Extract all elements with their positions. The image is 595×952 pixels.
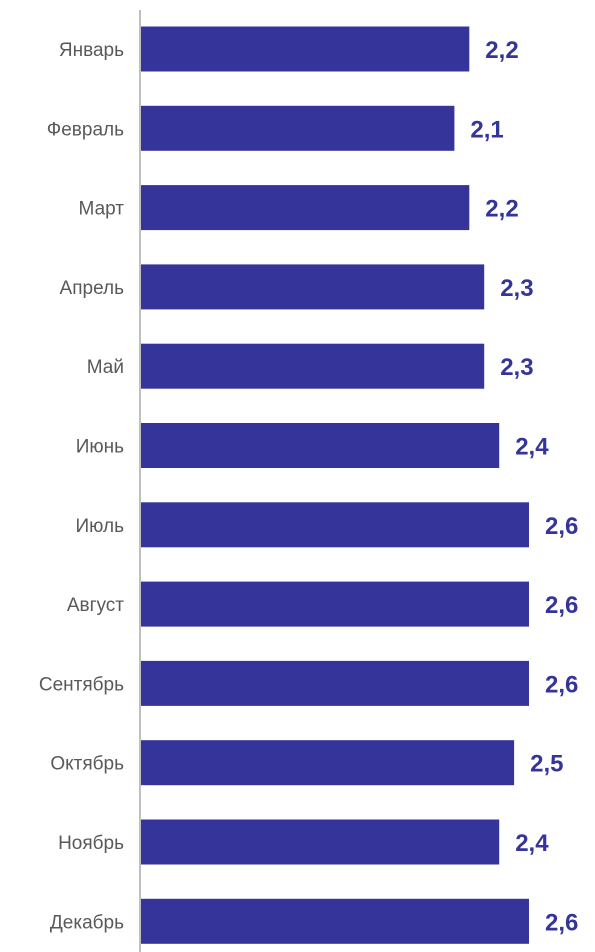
value-label: 2,4 — [515, 830, 549, 857]
bar — [141, 105, 455, 151]
category-label: Февраль — [47, 119, 124, 140]
value-label: 2,5 — [530, 751, 563, 778]
category-label: Октябрь — [50, 754, 124, 775]
category-label: Август — [67, 595, 124, 616]
value-label: 2,2 — [485, 37, 518, 64]
value-label: 2,3 — [500, 275, 533, 302]
value-labels-group: 2,2 2,1 2,2 2,3 2,3 2,4 2,6 2,6 2,6 2,5 2,4 2,6 — [470, 37, 578, 936]
value-label: 2,6 — [545, 671, 578, 698]
bar — [141, 581, 529, 627]
bar — [141, 26, 470, 72]
category-label: Апрель — [60, 278, 125, 299]
bar — [141, 343, 485, 389]
bar — [141, 423, 500, 468]
category-label: Январь — [59, 40, 124, 61]
category-labels-group: Январь Февраль Март Апрель Май Июнь Июль Август… — [39, 40, 124, 933]
bar — [141, 264, 485, 310]
bar — [141, 740, 515, 786]
bar — [141, 660, 529, 706]
category-label: Июнь — [76, 437, 124, 458]
value-label: 2,1 — [470, 116, 503, 143]
category-label: Июль — [76, 516, 125, 537]
value-label: 2,4 — [515, 434, 549, 461]
value-label: 2,6 — [545, 513, 578, 540]
bar — [141, 819, 500, 865]
category-label: Ноябрь — [58, 833, 124, 854]
bar — [141, 502, 529, 548]
bar — [141, 185, 470, 231]
value-label: 2,2 — [485, 196, 518, 223]
bar — [141, 898, 529, 944]
category-label: Май — [87, 357, 124, 378]
category-label: Сентябрь — [39, 674, 124, 695]
value-label: 2,6 — [545, 592, 578, 619]
bars-group — [141, 26, 529, 944]
value-label: 2,3 — [500, 354, 533, 381]
category-label: Декабрь — [50, 912, 124, 933]
value-label: 2,6 — [545, 909, 578, 936]
category-label: Март — [79, 199, 125, 220]
